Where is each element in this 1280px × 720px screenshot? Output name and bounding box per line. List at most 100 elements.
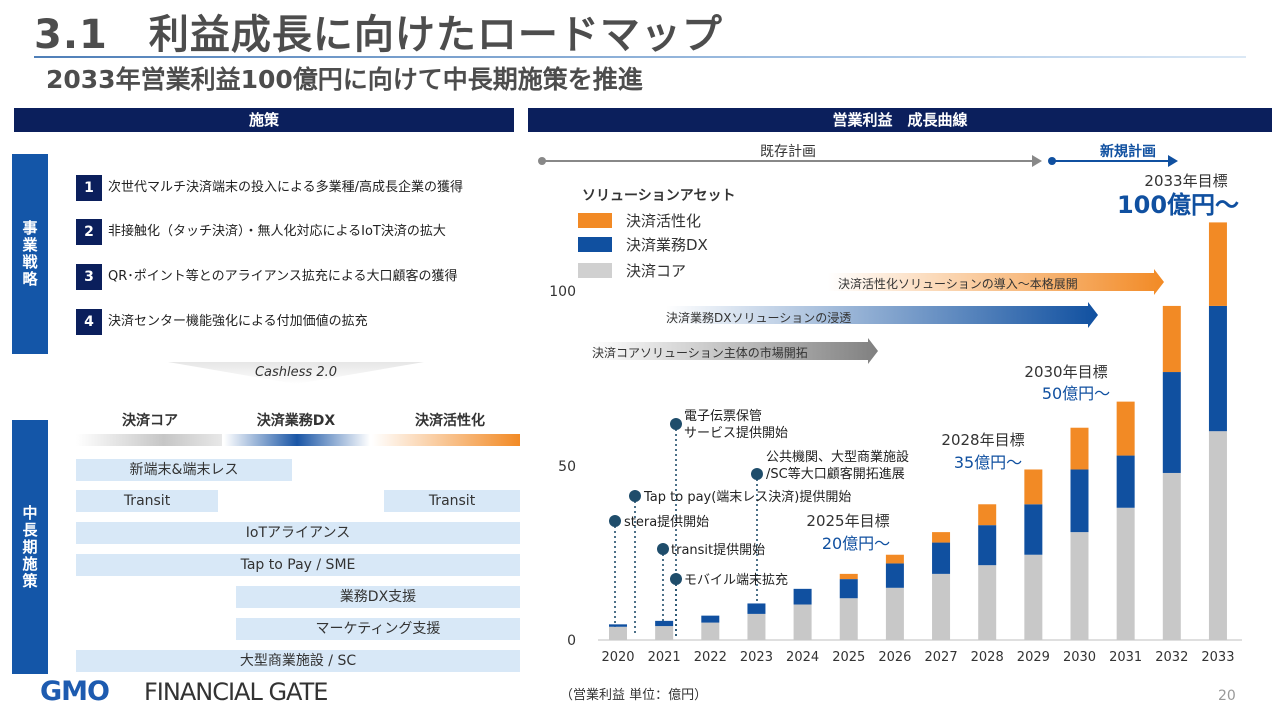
y-tick-50: 50 — [558, 459, 576, 475]
dx-solution-arrow — [666, 302, 1098, 328]
new-plan-start-dot — [1048, 157, 1056, 165]
bar-2021-dx — [655, 620, 674, 627]
new-plan-label: 新規計画 — [1100, 143, 1156, 160]
bar-2033-core — [1208, 431, 1227, 640]
bar-2029-dx — [1024, 504, 1043, 555]
milestone-label-stera: stera提供開始 — [624, 514, 709, 530]
x-tick-2027: 2027 — [925, 650, 958, 665]
column-head-activation: 決済活性化 — [415, 413, 485, 429]
bar-2029-activation — [1024, 469, 1043, 505]
x-tick-2030: 2030 — [1063, 650, 1096, 665]
legend-label-core: 決済コア — [626, 262, 686, 280]
milestone-label-large-clients-1: 公共機関、大型商業施設 — [766, 449, 909, 465]
bar-2030-core — [1070, 532, 1089, 640]
new-plan-arrowhead — [1168, 155, 1178, 167]
company-name-logo: FINANCIAL GATE — [144, 678, 328, 706]
x-tick-2021: 2021 — [648, 650, 681, 665]
strategy-number-3: 3 — [76, 264, 102, 290]
milestone-dot-mobile — [670, 573, 682, 585]
strategy-text-4: 決済センター機能強化による付加価値の拡充 — [108, 314, 368, 329]
midterm-measures-label: 中長期施策 — [20, 504, 39, 590]
operating-profit-chart: 既存計画 新規計画 ソリューションアセット 決済活性化 決済業務DX 決済コア … — [538, 143, 1242, 665]
column-gradient-activation — [372, 434, 520, 446]
x-tick-labels: 2020 2021 2022 2023 2024 2025 2026 2027 2028 2029… — [601, 650, 1234, 665]
x-tick-2026: 2026 — [878, 650, 911, 665]
legend-title: ソリューションアセット — [582, 188, 735, 204]
strategy-text-2: 非接触化（タッチ決済）・無人化対応によるIoT決済の拡大 — [108, 224, 446, 239]
cashless-label: Cashless 2.0 — [254, 365, 338, 380]
x-tick-2033: 2033 — [1201, 650, 1234, 665]
bar-2026-dx — [885, 563, 904, 588]
bar-2024-core — [793, 604, 812, 640]
legend-swatch-core — [578, 263, 612, 278]
target-2033-value: 100億円～ — [1117, 191, 1239, 219]
target-2025-label: 2025年目標 — [806, 512, 889, 530]
strategy-number-4: 4 — [76, 309, 102, 335]
milestone-label-mobile: モバイル端末拡充 — [684, 572, 788, 588]
bar-2033-activation — [1208, 222, 1227, 306]
bar-2021-core — [655, 626, 674, 640]
milestone-dot-tap-to-pay — [629, 490, 641, 502]
gmo-logo: GMO — [40, 676, 110, 707]
page-number: 20 — [1218, 688, 1236, 704]
bar-2026-activation — [885, 554, 904, 564]
activation-solution-arrow-label: 決済活性化ソリューションの導入～本格展開 — [838, 276, 1078, 291]
bar-2033-dx — [1208, 305, 1227, 432]
bar-2032-activation — [1162, 305, 1181, 373]
measure-large-facilities: 大型商業施設 / SC — [76, 650, 520, 672]
y-tick-100: 100 — [549, 284, 576, 300]
measure-marketing-support: マーケティング支援 — [236, 618, 520, 640]
target-2028-label: 2028年目標 — [941, 431, 1024, 449]
bar-2027-activation — [932, 532, 951, 543]
bar-2020-dx — [609, 624, 627, 627]
bar-2031-core — [1116, 507, 1135, 640]
growth-curve-band: 営業利益 成長曲線 — [528, 108, 1272, 132]
business-strategy-label-box: 事業戦略 — [12, 154, 48, 354]
unit-note: （営業利益 単位：億円） — [560, 688, 708, 703]
milestone-dot-transit — [657, 543, 669, 555]
target-2028-value: 35億円～ — [954, 453, 1022, 472]
bar-2022-core — [701, 622, 720, 640]
core-solution-arrow-label: 決済コアソリューション主体の市場開拓 — [592, 345, 808, 360]
x-tick-2025: 2025 — [832, 650, 865, 665]
bar-2023-dx — [747, 603, 766, 614]
bar-2031-dx — [1116, 455, 1135, 508]
legend-label-activation: 決済活性化 — [626, 212, 701, 230]
measures-band: 施策 — [14, 108, 514, 132]
measure-transit-activation: Transit — [384, 490, 520, 512]
milestone-label-e-voucher-2: サービス提供開始 — [684, 425, 788, 441]
x-tick-2022: 2022 — [694, 650, 727, 665]
bar-2025-activation — [839, 573, 858, 580]
milestone-label-e-voucher-1: 電子伝票保管 — [684, 409, 762, 424]
x-tick-2028: 2028 — [971, 650, 1004, 665]
bar-2032-dx — [1162, 372, 1181, 473]
core-solution-arrow — [590, 338, 878, 364]
bar-2032-core — [1162, 472, 1181, 640]
existing-plan-arrowhead — [1032, 155, 1042, 167]
milestone-dot-e-voucher — [670, 418, 682, 430]
bar-2028-dx — [978, 525, 997, 566]
bar-2022-dx — [701, 615, 720, 623]
page-title: 3.1 利益成長に向けたロードマップ — [34, 12, 723, 58]
strategy-text-1: 次世代マルチ決済端末の投入による多業種/高成長企業の獲得 — [108, 180, 463, 195]
measure-new-terminal: 新端末&端末レス — [76, 459, 292, 481]
business-strategy-label: 事業戦略 — [20, 220, 39, 288]
bar-2023-core — [747, 613, 766, 640]
x-tick-2023: 2023 — [740, 650, 773, 665]
column-head-dx: 決済業務DX — [256, 413, 336, 429]
midterm-measures-label-box: 中長期施策 — [12, 420, 48, 674]
measure-dx-support: 業務DX支援 — [236, 586, 520, 608]
bar-2030-dx — [1070, 469, 1089, 533]
strategy-text-3: QR･ポイント等とのアライアンス拡充による大口顧客の獲得 — [108, 269, 458, 284]
bar-2027-core — [932, 573, 951, 640]
title-divider — [34, 56, 1246, 58]
target-2030-value: 50億円～ — [1042, 384, 1110, 403]
bar-2027-dx — [932, 542, 951, 574]
bar-2025-dx — [839, 579, 858, 599]
bar-2028-core — [978, 565, 997, 640]
x-tick-2024: 2024 — [786, 650, 819, 665]
bar-2025-core — [839, 598, 858, 640]
bar-2030-activation — [1070, 427, 1089, 470]
existing-plan-start-dot — [538, 157, 546, 165]
milestone-label-transit: transit提供開始 — [671, 542, 765, 558]
